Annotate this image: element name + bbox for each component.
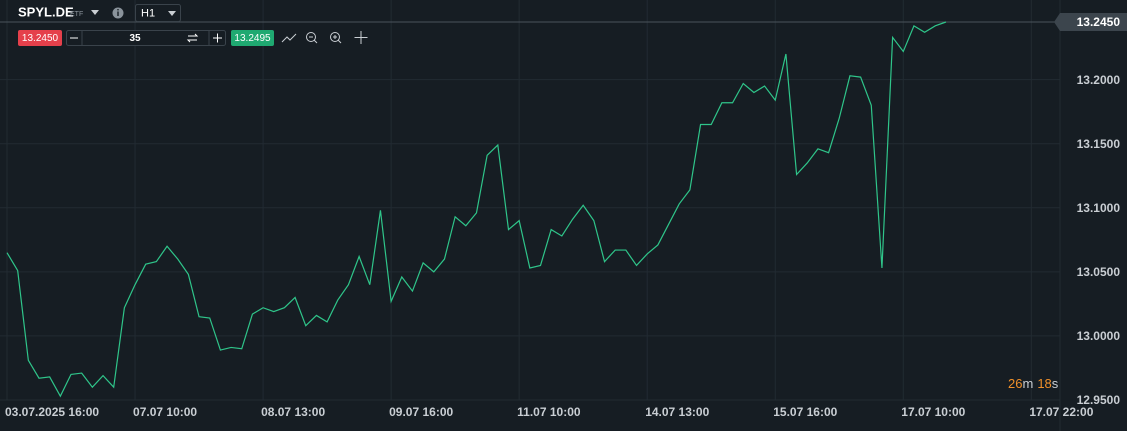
- quantity: 35: [129, 33, 141, 44]
- last-price-label: 13.2450: [1077, 15, 1121, 29]
- chart-type-icon[interactable]: [281, 33, 297, 43]
- zoom-in-glyph: [333, 35, 342, 44]
- countdown-seconds: 18: [1037, 376, 1051, 391]
- symbol-dropdown[interactable]: [91, 10, 99, 15]
- y-tick-label: 12.9500: [1077, 393, 1121, 407]
- y-tick-label: 13.1000: [1077, 201, 1121, 215]
- x-tick-label: 07.07 10:00: [133, 405, 197, 419]
- swap-icon[interactable]: [186, 33, 199, 43]
- x-tick-label: 03.07.2025 16:00: [5, 405, 99, 419]
- ask-price: 13.2495: [234, 33, 271, 44]
- countdown-seconds-unit: s: [1052, 376, 1059, 391]
- x-tick-label: 08.07 13:00: [261, 405, 325, 419]
- x-tick-label: 15.07 16:00: [773, 405, 837, 419]
- info-glyph: [117, 11, 119, 16]
- y-tick-label: 13.2000: [1077, 73, 1121, 87]
- zoom-out-glyph: [309, 36, 318, 44]
- y-tick-label: 13.0500: [1077, 265, 1121, 279]
- symbol[interactable]: SPYL.DE: [18, 4, 74, 19]
- x-tick-label: 17.07 10:00: [901, 405, 965, 419]
- timeframe-select[interactable]: [135, 4, 181, 22]
- countdown-minutes-unit: m: [1022, 376, 1033, 391]
- zoom-out-icon[interactable]: [306, 32, 316, 42]
- price-line: [6, 21, 947, 398]
- timeframe: H1: [141, 7, 155, 19]
- info-glyph: [117, 9, 119, 11]
- x-tick-label: 11.07 10:00: [517, 405, 581, 419]
- x-tick-label: 14.07 13:00: [645, 405, 709, 419]
- bid-price: 13.2450: [22, 33, 59, 44]
- crosshair-icon[interactable]: [354, 31, 368, 44]
- last-price-box: [1060, 13, 1127, 31]
- x-tick-label: 17.07 22:00: [1029, 405, 1093, 419]
- countdown: 26m 18s: [1008, 376, 1059, 391]
- last-price-pointer: [1054, 13, 1060, 31]
- y-tick-label: 13.1500: [1077, 137, 1121, 151]
- x-tick-label: 09.07 16:00: [389, 405, 453, 419]
- timeframe-dropdown: [168, 11, 176, 16]
- toolbar: SPYL.DE ETF H1 13.2450 35 13.2495: [18, 4, 368, 46]
- countdown-minutes: 26: [1008, 376, 1022, 391]
- buy-button[interactable]: [231, 30, 274, 46]
- zoom-in-icon[interactable]: [330, 32, 340, 42]
- quantity-input[interactable]: [66, 30, 226, 46]
- symbol-type: ETF: [70, 11, 83, 18]
- sell-button[interactable]: [18, 30, 62, 46]
- y-tick-label: 13.0000: [1077, 329, 1121, 343]
